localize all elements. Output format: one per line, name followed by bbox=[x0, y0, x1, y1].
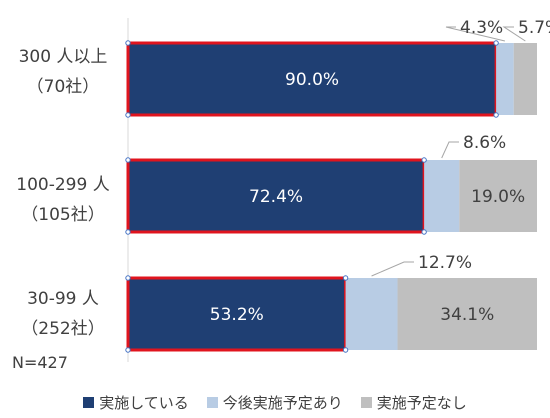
data-label-planned-100-299: 8.6% bbox=[463, 133, 506, 153]
category-label-100-299-line1: 100-299 人 bbox=[16, 175, 110, 195]
selection-handle-30-99-1 bbox=[342, 275, 349, 281]
category-label-100-299: 100-299 人 （105社） bbox=[0, 170, 126, 230]
selection-handle-300-3 bbox=[493, 112, 499, 118]
leader-line-planned-300 bbox=[445, 26, 506, 42]
selection-handle-30-99-3 bbox=[342, 347, 349, 353]
bar-not-planned-30-99 bbox=[397, 278, 537, 350]
category-label-100-299-line2: （105社） bbox=[21, 205, 105, 225]
legend-label-implemented: 実施している bbox=[99, 393, 189, 412]
selection-handle-300-0 bbox=[125, 40, 131, 46]
bar-implemented-300 bbox=[126, 41, 498, 117]
legend-swatch-planned bbox=[206, 396, 218, 408]
legend-label-not-planned: 実施予定なし bbox=[376, 393, 467, 412]
stacked-bar-chart: 90.0% 4.3% 5.7% 72.4% 8.6% 19.0% 53.2% 12.7% 34.… bbox=[125, 18, 550, 362]
legend-label-planned: 今後実施予定あり bbox=[222, 393, 343, 412]
legend-swatch-implemented bbox=[83, 396, 95, 408]
category-label-30-99-line1: 30-99 人 bbox=[27, 289, 99, 309]
bar-planned-30-99 bbox=[345, 278, 398, 350]
selection-handle-300-2 bbox=[125, 112, 131, 118]
bar-implemented-100-299 bbox=[126, 158, 426, 234]
category-label-300-line2: （70社） bbox=[26, 77, 100, 97]
data-label-implemented-30-99: 53.2% bbox=[210, 305, 264, 325]
category-label-300-line1: 300 人以上 bbox=[18, 47, 108, 67]
selection-handle-100-299-1 bbox=[421, 157, 427, 163]
legend-item-planned: 今後実施予定あり bbox=[206, 392, 343, 413]
data-label-not-planned-100-299: 19.0% bbox=[471, 187, 525, 207]
data-label-planned-300: 4.3% bbox=[460, 18, 503, 38]
leader-line-planned-100-299 bbox=[441, 141, 459, 159]
data-label-not-planned-30-99: 34.1% bbox=[440, 305, 494, 325]
bar-not-planned-100-299 bbox=[459, 160, 537, 232]
data-label-planned-30-99: 12.7% bbox=[418, 253, 472, 273]
bar-implemented-30-99 bbox=[126, 276, 348, 352]
category-label-30-99-line2: （252社） bbox=[21, 319, 105, 339]
data-label-not-planned-300: 5.7% bbox=[518, 18, 550, 38]
selection-handle-100-299-2 bbox=[125, 229, 131, 235]
data-label-implemented-100-299: 72.4% bbox=[249, 187, 303, 207]
legend-item-implemented: 実施している bbox=[83, 392, 189, 413]
chart-legend: 実施している 今後実施予定あり 実施予定なし bbox=[0, 390, 550, 414]
legend-swatch-not-planned bbox=[360, 396, 372, 408]
selection-handle-100-299-0 bbox=[125, 157, 131, 163]
selection-handle-30-99-2 bbox=[125, 347, 131, 353]
bar-planned-100-299 bbox=[424, 160, 460, 232]
selection-handle-300-1 bbox=[493, 40, 499, 46]
category-label-30-99: 30-99 人 （252社） bbox=[0, 284, 126, 344]
category-label-300: 300 人以上 （70社） bbox=[0, 42, 126, 102]
selection-handle-30-99-0 bbox=[125, 275, 131, 281]
bar-not-planned-300 bbox=[513, 43, 537, 115]
leader-line-not-planned-300 bbox=[502, 26, 526, 42]
legend-item-not-planned: 実施予定なし bbox=[360, 392, 467, 413]
leader-line-planned-30-99 bbox=[371, 261, 414, 277]
sample-size-note: N=427 bbox=[12, 353, 68, 372]
data-label-implemented-300: 90.0% bbox=[285, 70, 339, 90]
bar-planned-300 bbox=[496, 43, 514, 115]
selection-handle-100-299-3 bbox=[421, 229, 427, 235]
